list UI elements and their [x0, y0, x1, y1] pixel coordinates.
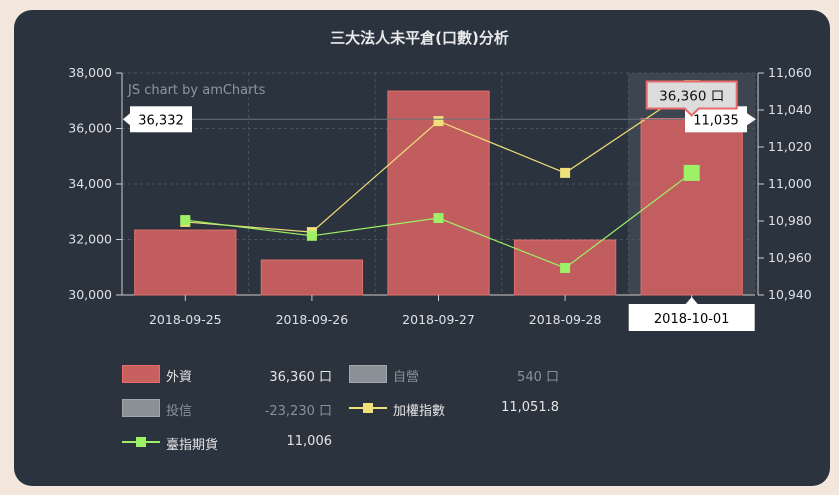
legend-item-外資[interactable]: 外資 36,360 口: [122, 363, 342, 385]
right-axis-label: 10,960: [768, 250, 812, 265]
legend-label: 加權指數: [393, 404, 446, 419]
legend-label: 外資: [166, 370, 193, 385]
cursor-left-label-bg: [130, 106, 192, 133]
bar-2018-09-28[interactable]: [513, 239, 617, 296]
x-axis-label: 2018-09-26: [276, 312, 349, 327]
legend-value: 11,006: [286, 434, 333, 449]
cursor-category-pointer: [685, 297, 698, 304]
right-axis-label: 11,040: [768, 102, 812, 117]
left-axis-label: 32,000: [68, 232, 112, 247]
x-axis-label: 2018-09-28: [529, 312, 602, 327]
right-axis-label: 10,980: [768, 213, 812, 228]
point-加權指數[interactable]: [433, 116, 444, 127]
left-axis-label: 30,000: [68, 287, 112, 302]
legend-swatch-icon: [122, 399, 160, 417]
right-axis-label: 11,020: [768, 139, 812, 154]
cursor-category-value: 2018-10-01: [654, 312, 730, 327]
cursor-category-label-bg: [628, 304, 755, 331]
point-臺指期貨[interactable]: [683, 164, 700, 181]
bar-2018-09-25[interactable]: [134, 229, 237, 296]
right-axis-label: 11,000: [768, 176, 812, 191]
legend-item-臺指期貨[interactable]: 臺指期貨 11,006: [122, 431, 342, 453]
legend-label: 自營: [393, 370, 420, 385]
legend-value: 540 口: [517, 370, 559, 385]
legend-line-marker-icon: [122, 433, 160, 451]
tooltip-text: 36,360 口: [659, 89, 724, 105]
legend-swatch-icon: [122, 365, 160, 383]
chart-title: 三大法人未平倉(口數)分析: [330, 29, 509, 47]
x-axis-label: 2018-09-25: [149, 312, 222, 327]
left-axis-label: 36,000: [68, 121, 112, 136]
point-臺指期貨[interactable]: [433, 213, 444, 224]
cursor-left-pointer: [123, 113, 130, 126]
legend-item-自營[interactable]: 自營 540 口: [349, 363, 569, 385]
legend-label: 投信: [166, 404, 193, 419]
legend-value: 11,051.8: [501, 400, 559, 415]
cursor-right-value: 11,035: [693, 113, 739, 128]
left-axis-label: 38,000: [68, 65, 112, 80]
legend-item-加權指數[interactable]: 加權指數 11,051.8: [349, 397, 569, 419]
cursor-left-value: 36,332: [138, 113, 184, 128]
right-axis-label: 11,060: [768, 65, 812, 80]
point-臺指期貨[interactable]: [560, 262, 571, 273]
point-臺指期貨[interactable]: [180, 215, 191, 226]
point-加權指數[interactable]: [560, 167, 571, 178]
legend-swatch-icon: [349, 365, 387, 383]
x-axis-label: 2018-09-27: [402, 312, 475, 327]
cursor-right-pointer: [747, 113, 756, 126]
left-axis-label: 34,000: [68, 176, 112, 191]
watermark: JS chart by amCharts: [127, 83, 266, 98]
bar-2018-09-26[interactable]: [260, 259, 364, 296]
tooltip-bg: [645, 80, 738, 117]
legend-label: 臺指期貨: [166, 438, 219, 453]
legend-line-marker-icon: [349, 399, 387, 417]
bar-2018-10-01[interactable]: [640, 118, 743, 296]
legend-value: 36,360 口: [269, 370, 332, 385]
point-臺指期貨[interactable]: [306, 230, 317, 241]
legend-item-投信[interactable]: 投信 -23,230 口: [122, 397, 342, 419]
right-axis-label: 10,940: [768, 287, 812, 302]
legend-value: -23,230 口: [264, 404, 332, 419]
